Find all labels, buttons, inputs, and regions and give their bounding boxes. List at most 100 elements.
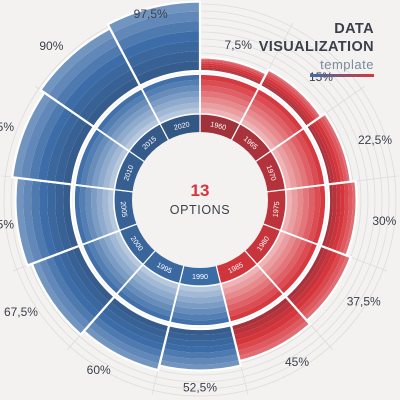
outer-segment-1970 xyxy=(311,121,338,184)
inner-band xyxy=(200,74,259,94)
year-label-2005: 2005 xyxy=(119,201,130,218)
inner-band xyxy=(296,186,309,239)
inner-band xyxy=(87,240,125,291)
outer-segment-2020 xyxy=(126,41,200,69)
chart-center: 13 OPTIONS xyxy=(132,132,268,268)
inner-band xyxy=(96,187,109,237)
inner-band xyxy=(291,187,304,237)
value-label-1985: 45% xyxy=(285,355,309,369)
outer-segment-2005 xyxy=(15,177,35,266)
outer-segment-2010 xyxy=(29,102,66,181)
outer-segment-1990 xyxy=(159,359,241,371)
outer-segment-1970 xyxy=(316,117,345,183)
outer-segment-1995 xyxy=(101,306,166,345)
outer-segment-1965 xyxy=(264,74,317,121)
chart-value-labels: 7,5% 15% 22,5% 30% 37,5% 45% 52,5% 60% 67,5% 75% 8… xyxy=(0,7,397,395)
value-label-1975: 30% xyxy=(372,214,396,228)
inner-band xyxy=(152,96,200,114)
outer-segment-1980 xyxy=(291,249,334,307)
value-label-2005: 75% xyxy=(0,217,14,231)
inner-band xyxy=(255,88,304,132)
outer-segment-1960 xyxy=(200,59,266,78)
center-disc xyxy=(132,132,268,268)
value-label-2015: 90% xyxy=(39,39,63,53)
inner-band xyxy=(227,285,280,317)
inner-band xyxy=(82,242,121,295)
inner-band xyxy=(98,236,132,282)
value-label-2000: 67,5% xyxy=(4,305,38,319)
inner-band xyxy=(200,79,256,99)
outer-segment-1990 xyxy=(163,342,237,353)
inner-band xyxy=(298,128,326,186)
title-line-2: VISUALIZATION xyxy=(258,39,374,55)
year-label-1975: 1975 xyxy=(271,201,282,218)
outer-segment-1975 xyxy=(331,182,345,252)
outer-segment-2005 xyxy=(31,179,50,260)
inner-band xyxy=(176,289,224,298)
inner-band xyxy=(124,281,174,312)
outer-segment-1965 xyxy=(263,76,315,123)
value-label-1980: 37,5% xyxy=(347,294,381,308)
inner-band xyxy=(200,91,251,109)
outer-segment-1960 xyxy=(200,65,263,83)
outer-segment-2020 xyxy=(121,31,200,60)
inner-band xyxy=(86,134,111,187)
outer-segment-2000 xyxy=(45,256,96,324)
outer-segment-2015 xyxy=(70,61,132,117)
inner-band xyxy=(242,113,281,148)
title-block: DATA VISUALIZATION template xyxy=(244,20,374,77)
inner-band xyxy=(224,277,273,306)
inner-band xyxy=(124,118,161,152)
inner-band xyxy=(149,91,200,109)
outer-segment-1980 xyxy=(303,255,351,321)
inner-band xyxy=(200,102,246,119)
outer-segment-1985 xyxy=(237,316,307,356)
inner-band xyxy=(91,186,104,239)
inner-band xyxy=(79,185,93,243)
inner-band xyxy=(102,188,115,235)
inner-band xyxy=(91,138,116,188)
inner-band xyxy=(105,98,150,139)
outer-segment-1990 xyxy=(164,336,236,347)
outer-segment-2000 xyxy=(65,248,110,308)
inner-band xyxy=(116,290,172,323)
inner-band xyxy=(97,141,120,189)
outer-segment-1975 xyxy=(324,183,337,249)
outer-segment-1985 xyxy=(233,304,297,341)
inner-band xyxy=(280,141,303,189)
inner-band xyxy=(80,131,106,187)
inner-band xyxy=(301,186,315,241)
outer-segment-1980 xyxy=(297,252,343,314)
year-label-1960: 1960 xyxy=(209,119,227,132)
outer-segment-1965 xyxy=(267,69,322,118)
outer-segment-1985 xyxy=(234,308,300,346)
inner-band xyxy=(154,102,200,119)
outer-segment-1985 xyxy=(232,300,293,336)
outer-segment-outline xyxy=(106,0,202,88)
outer-segment-1995 xyxy=(92,316,163,358)
outer-segment-1985 xyxy=(235,312,304,351)
outer-segment-2020 xyxy=(112,11,200,42)
title-line-1: DATA xyxy=(334,21,374,37)
outer-segment-2005 xyxy=(39,180,58,257)
outer-segment-1970 xyxy=(306,124,332,185)
value-label-1965: 15% xyxy=(309,70,333,84)
inner-band xyxy=(247,103,290,142)
outer-segment-1965 xyxy=(266,71,320,120)
inner-band xyxy=(284,138,309,188)
inner-band xyxy=(307,185,321,243)
inner-band xyxy=(200,96,248,114)
inner-band xyxy=(253,93,299,135)
outer-segment-1995 xyxy=(105,301,168,339)
year-label-2020: 2020 xyxy=(173,119,191,132)
outer-segment-2015 xyxy=(40,28,115,96)
inner-band xyxy=(85,186,99,241)
inner-band xyxy=(312,184,326,245)
inner-band xyxy=(239,118,276,152)
outer-segment-2015 xyxy=(86,77,141,127)
inner-band xyxy=(74,128,102,186)
inner-band xyxy=(141,74,200,94)
outer-segment-1970 xyxy=(314,119,342,184)
inner-band xyxy=(172,305,228,315)
outer-segment-2005 xyxy=(23,178,43,263)
